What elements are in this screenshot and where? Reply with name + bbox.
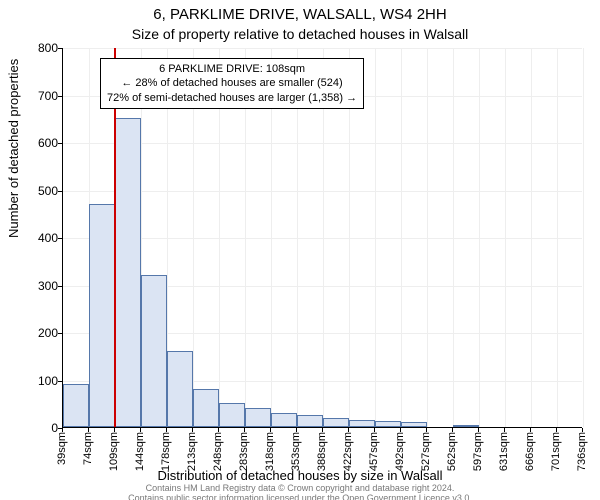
histogram-bar (63, 384, 89, 427)
ytick-label: 0 (8, 421, 58, 435)
histogram-bar (219, 403, 245, 427)
xtick-label: 248sqm (212, 432, 224, 471)
histogram-bar (375, 421, 401, 427)
xtick-label: 631sqm (498, 432, 510, 471)
ytick-mark (58, 238, 62, 239)
title-sub: Size of property relative to detached ho… (0, 26, 600, 42)
gridline-v (401, 48, 402, 427)
xtick-label: 492sqm (394, 432, 406, 471)
xtick-label: 109sqm (108, 432, 120, 471)
ytick-label: 400 (8, 231, 58, 245)
gridline-v (583, 48, 584, 427)
histogram-bar (141, 275, 167, 427)
footnote: Contains HM Land Registry data © Crown c… (0, 484, 600, 500)
xtick-label: 353sqm (290, 432, 302, 471)
gridline-v (557, 48, 558, 427)
annotation-box: 6 PARKLIME DRIVE: 108sqm ← 28% of detach… (100, 58, 364, 109)
ytick-label: 500 (8, 184, 58, 198)
annotation-line: 6 PARKLIME DRIVE: 108sqm (107, 62, 357, 76)
histogram-bar (167, 351, 193, 427)
xtick-label: 318sqm (264, 432, 276, 471)
ytick-mark (58, 191, 62, 192)
histogram-bar (245, 408, 271, 427)
title-main: 6, PARKLIME DRIVE, WALSALL, WS4 2HH (0, 6, 600, 23)
xtick-label: 178sqm (160, 432, 172, 471)
gridline-v (479, 48, 480, 427)
ytick-label: 600 (8, 136, 58, 150)
ytick-mark (58, 143, 62, 144)
ytick-mark (58, 286, 62, 287)
histogram-bar (453, 425, 479, 427)
xtick-label: 39sqm (56, 432, 68, 465)
xtick-label: 666sqm (524, 432, 536, 471)
xtick-label: 562sqm (446, 432, 458, 471)
gridline-v (375, 48, 376, 427)
xtick-label: 144sqm (134, 432, 146, 471)
ytick-mark (58, 96, 62, 97)
annotation-line: ← 28% of detached houses are smaller (52… (107, 76, 357, 90)
ytick-mark (58, 333, 62, 334)
xtick-label: 736sqm (576, 432, 588, 471)
histogram-bar (193, 389, 219, 427)
xtick-label: 213sqm (186, 432, 198, 471)
xtick-label: 701sqm (550, 432, 562, 471)
gridline-v (531, 48, 532, 427)
ytick-label: 100 (8, 374, 58, 388)
histogram-bar (115, 118, 141, 427)
histogram-bar (349, 420, 375, 427)
gridline-v (453, 48, 454, 427)
xtick-label: 457sqm (368, 432, 380, 471)
xtick-label: 283sqm (238, 432, 250, 471)
ytick-mark (58, 48, 62, 49)
ytick-label: 800 (8, 41, 58, 55)
ytick-label: 200 (8, 326, 58, 340)
histogram-bar (401, 422, 427, 427)
histogram-bar (323, 418, 349, 428)
gridline-v (427, 48, 428, 427)
histogram-bar (271, 413, 297, 427)
histogram-bar (89, 204, 115, 427)
histogram-bar (297, 415, 323, 427)
chart-container: 6, PARKLIME DRIVE, WALSALL, WS4 2HH Size… (0, 0, 600, 500)
ytick-label: 700 (8, 89, 58, 103)
gridline-v (505, 48, 506, 427)
xtick-label: 597sqm (472, 432, 484, 471)
xtick-label: 422sqm (342, 432, 354, 471)
ytick-label: 300 (8, 279, 58, 293)
xtick-label: 74sqm (82, 432, 94, 465)
xtick-label: 527sqm (420, 432, 432, 471)
annotation-line: 72% of semi-detached houses are larger (… (107, 91, 357, 105)
xtick-label: 388sqm (316, 432, 328, 471)
ytick-mark (58, 381, 62, 382)
